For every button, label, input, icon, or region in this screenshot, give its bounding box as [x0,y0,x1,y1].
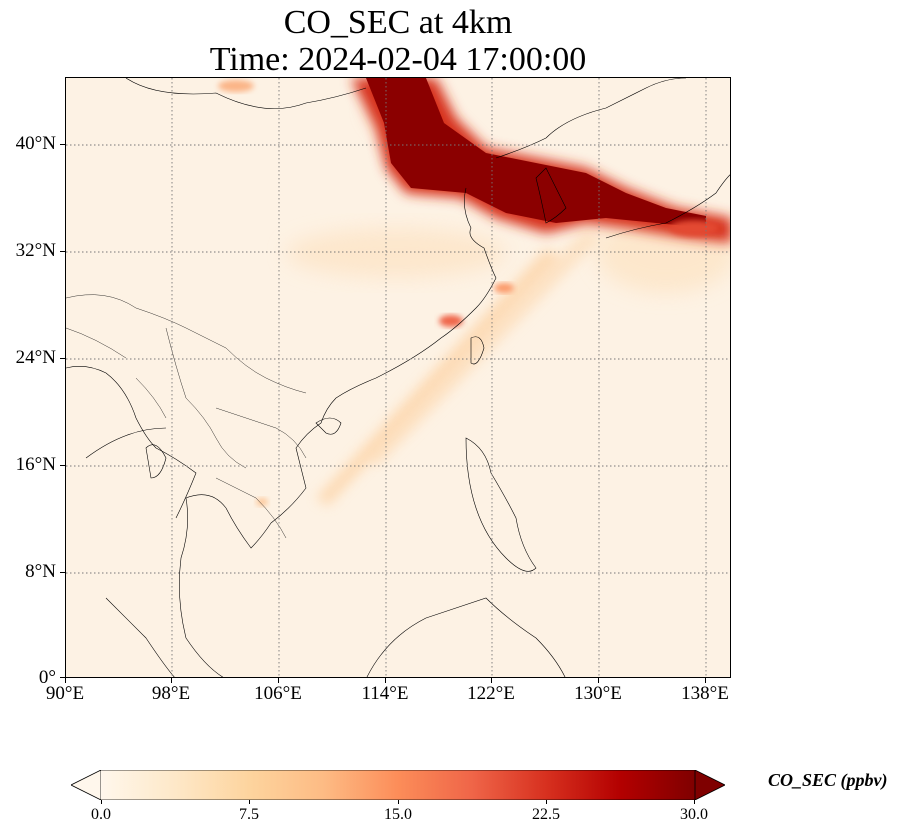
lat-tick [60,677,65,678]
colorbar-tick [546,800,547,804]
lon-label-90e: 90°E [45,683,85,704]
coastlines [66,78,730,677]
lon-tick [705,678,706,683]
lon-tick [598,678,599,683]
lon-tick [491,678,492,683]
lat-tick [60,572,65,573]
lon-label-114e: 114°E [361,683,409,704]
colorbar-tick [249,800,250,804]
colorbar-tick-label-0: 0.0 [91,806,111,823]
colorbar-tick-label-22-5: 22.5 [532,806,560,823]
lat-label-24n: 24°N [15,347,56,368]
map-canvas [66,78,730,677]
colorbar-tick [101,800,102,804]
colorbar-label: CO_SEC (ppbv) [768,770,888,790]
lat-label-40n: 40°N [15,133,56,154]
lon-label-122e: 122°E [467,683,515,704]
lon-label-106e: 106°E [254,683,302,704]
lon-tick [171,678,172,683]
lat-tick [60,251,65,252]
lat-tick [60,358,65,359]
lon-tick [278,678,279,683]
gridlines [66,78,730,677]
colorbar-gradient [101,770,695,800]
lat-tick [60,465,65,466]
chart-subtitle-time: Time: 2024-02-04 17:00:00 [209,41,587,78]
colorbar-tick-label-7-5: 7.5 [239,806,259,823]
colorbar-tick-label-15: 15.0 [384,806,412,823]
lat-label-16n: 16°N [15,454,56,475]
chart-title: CO_SEC at 4km [283,4,513,41]
lon-tick [65,678,66,683]
colorbar-tick-label-30: 30.0 [680,806,708,823]
country-borders [66,294,307,539]
colorbar-extend-max [694,770,725,800]
map-panel [65,77,731,678]
lat-label-0: 0° [38,667,56,688]
lon-label-130e: 130°E [574,683,622,704]
lon-label-138e: 138°E [681,683,729,704]
colorbar-tick [694,800,695,804]
lat-label-32n: 32°N [15,240,56,261]
colorbar-extend-min [71,770,102,800]
lon-tick [385,678,386,683]
colorbar-tick [398,800,399,804]
lon-label-98e: 98°E [151,683,191,704]
colorbar [71,770,725,800]
lat-tick [60,144,65,145]
lat-label-8n: 8°N [25,561,56,582]
